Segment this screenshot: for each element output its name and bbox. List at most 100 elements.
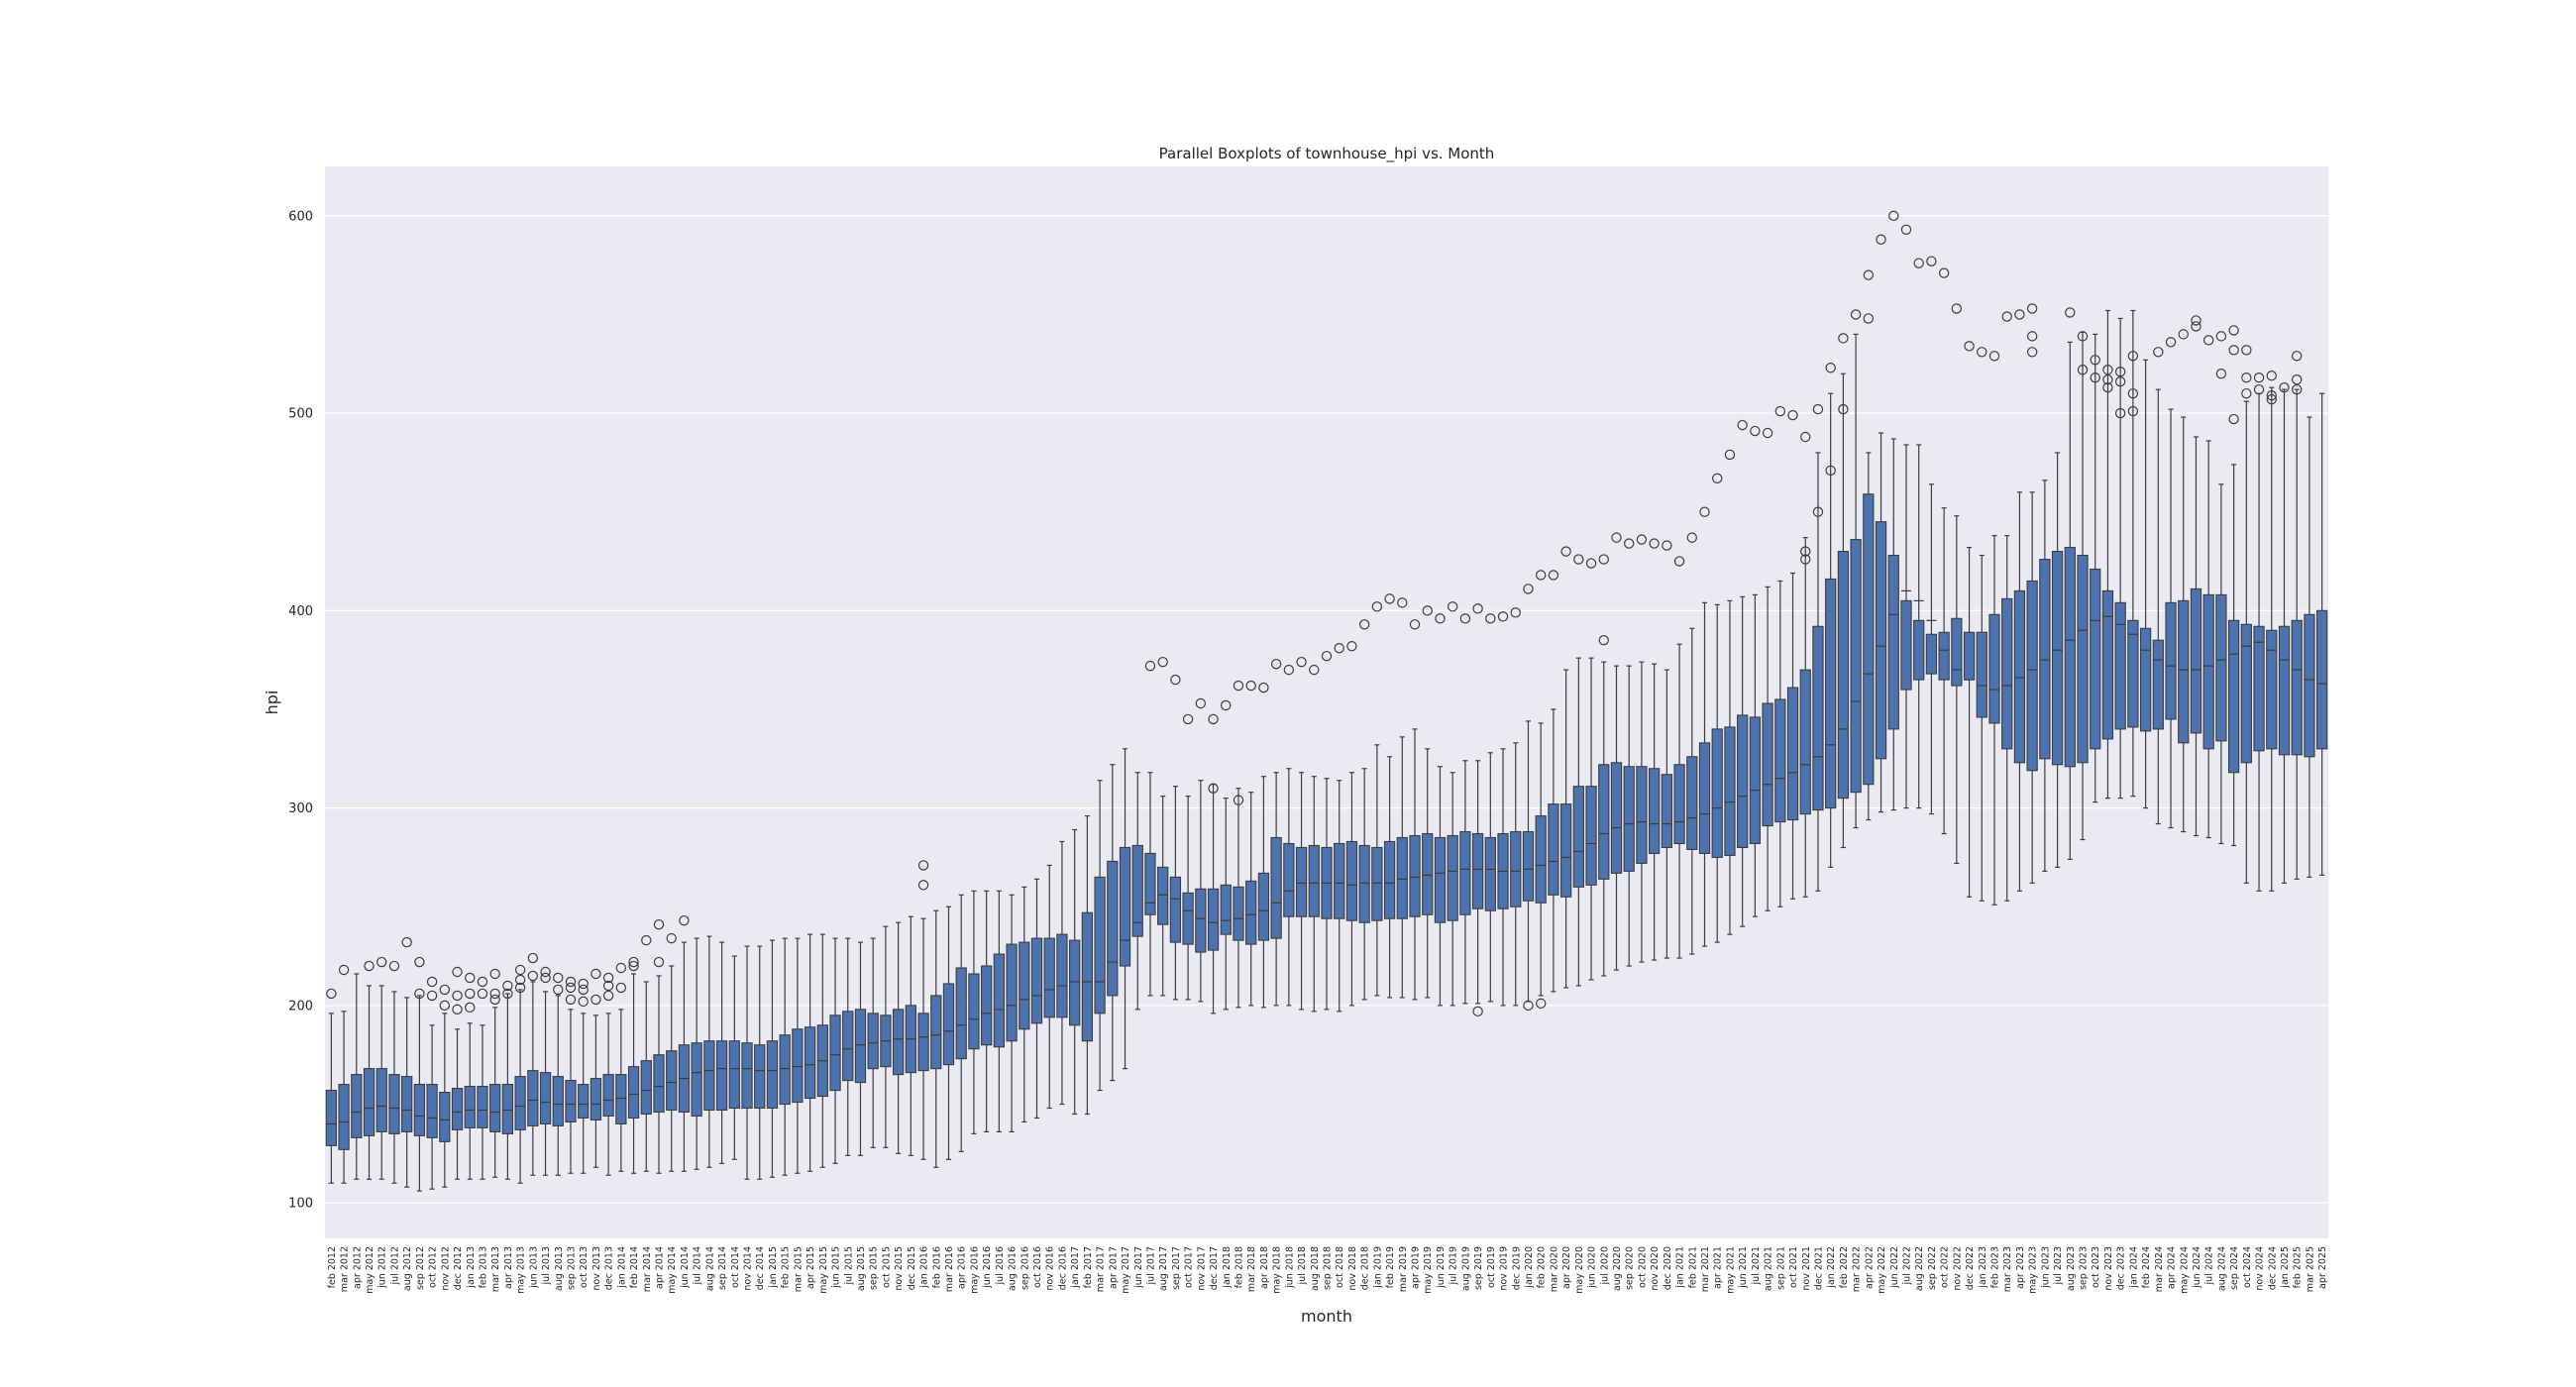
box: [1043, 937, 1055, 1018]
outlier-point: [2077, 365, 2089, 375]
outlier-point: [1384, 593, 1395, 604]
outlier-point: [1812, 403, 1824, 415]
outlier-point: [1422, 605, 1433, 616]
x-axis-title: month: [1301, 1307, 1352, 1326]
box: [376, 1068, 387, 1132]
x-tick-label: aug 2018: [1310, 1246, 1321, 1291]
box: [1900, 599, 1912, 691]
outlier-point: [2014, 309, 2025, 320]
x-tick-label: oct 2021: [1788, 1246, 1799, 1288]
box: [2178, 599, 2190, 744]
box: [1850, 539, 1862, 794]
box: [2165, 601, 2177, 720]
x-tick-label: nov 2022: [1952, 1246, 1963, 1291]
x-tick-label: jul 2013: [541, 1246, 552, 1286]
x-tick-label: feb 2025: [2293, 1246, 2304, 1288]
x-tick-label: jun 2019: [1436, 1246, 1447, 1289]
box: [1345, 840, 1358, 921]
x-tick-label: nov 2015: [894, 1246, 905, 1291]
box: [1548, 803, 1559, 896]
x-tick-label: dec 2021: [1813, 1246, 1824, 1290]
box: [1409, 834, 1421, 917]
x-tick-label: mar 2025: [2305, 1246, 2315, 1292]
outlier-point: [439, 1000, 451, 1012]
x-tick-label: jul 2015: [843, 1246, 854, 1286]
outlier-point: [502, 988, 513, 1000]
box: [1295, 846, 1308, 917]
outlier-point: [1233, 795, 1244, 805]
box: [1698, 742, 1711, 854]
box: [1863, 493, 1875, 786]
x-tick-label: dec 2019: [1511, 1246, 1522, 1290]
box: [2039, 558, 2051, 760]
x-tick-label: mar 2021: [1700, 1246, 1711, 1292]
box: [1169, 876, 1182, 943]
x-tick-label: mar 2020: [1549, 1246, 1559, 1292]
box: [1245, 880, 1257, 945]
box: [2077, 554, 2089, 764]
x-tick-label: apr 2020: [1561, 1246, 1572, 1289]
box: [804, 1026, 816, 1100]
outlier-point: [1195, 697, 1207, 709]
x-tick-label: jan 2017: [1070, 1246, 1081, 1289]
x-tick-label: dec 2023: [2116, 1246, 2127, 1290]
x-tick-label: jul 2014: [693, 1246, 703, 1286]
outlier-point: [452, 990, 463, 1002]
outlier-point: [2114, 367, 2126, 377]
box: [1371, 846, 1383, 921]
outlier-point: [452, 966, 463, 978]
outlier-point: [452, 1004, 463, 1015]
x-tick-label: feb 2017: [1083, 1246, 1094, 1288]
box: [1006, 943, 1018, 1042]
outlier-point: [602, 972, 614, 984]
outlier-point: [477, 976, 488, 988]
box: [464, 1086, 476, 1128]
box: [1434, 836, 1447, 923]
y-tick-label: 500: [288, 407, 313, 422]
box: [363, 1068, 376, 1136]
y-tick-label: 600: [288, 209, 313, 224]
x-tick-label: oct 2020: [1637, 1246, 1648, 1288]
outlier-point: [1750, 425, 1761, 437]
outlier-point: [1283, 664, 1295, 676]
x-tick-label: may 2014: [667, 1246, 678, 1294]
outlier-point: [1523, 584, 1534, 594]
box: [1069, 939, 1081, 1026]
box: [1358, 844, 1370, 923]
box: [1799, 669, 1811, 815]
outlier-point: [2102, 381, 2113, 393]
outlier-point: [401, 936, 412, 948]
outlier-point: [514, 974, 526, 986]
outlier-point: [628, 960, 639, 972]
x-tick-label: may 2024: [2179, 1246, 2190, 1294]
outlier-point: [1662, 540, 1672, 551]
outlier-point: [578, 996, 589, 1008]
box: [1875, 521, 1887, 760]
x-tick-label: oct 2016: [1032, 1246, 1043, 1288]
outlier-point: [326, 988, 337, 1000]
outlier-point: [1485, 613, 1496, 624]
x-tick-label: jul 2023: [2053, 1246, 2064, 1286]
box: [2253, 625, 2265, 752]
x-tick-label: jul 2024: [2204, 1246, 2215, 1286]
box: [1195, 888, 1207, 953]
box: [514, 1076, 526, 1130]
outlier-point: [1510, 607, 1521, 618]
x-tick-label: apr 2019: [1411, 1246, 1422, 1289]
outlier-point: [1397, 597, 1408, 608]
box: [627, 1066, 640, 1119]
outlier-point: [414, 988, 425, 1000]
x-tick-label: nov 2018: [1347, 1246, 1358, 1291]
x-tick-label: jan 2021: [1675, 1246, 1686, 1289]
box: [1812, 625, 1824, 811]
outlier-point: [2065, 307, 2076, 318]
x-tick-label: nov 2014: [743, 1246, 754, 1291]
x-tick-label: sep 2012: [415, 1246, 426, 1290]
outlier-point: [653, 918, 665, 930]
x-tick-label: sep 2015: [869, 1246, 880, 1290]
x-tick-label: nov 2020: [1650, 1246, 1661, 1291]
box: [1749, 716, 1762, 845]
outlier-point: [338, 964, 350, 976]
x-tick-label: feb 2021: [1687, 1246, 1698, 1288]
x-tick-label: may 2022: [1877, 1246, 1887, 1294]
